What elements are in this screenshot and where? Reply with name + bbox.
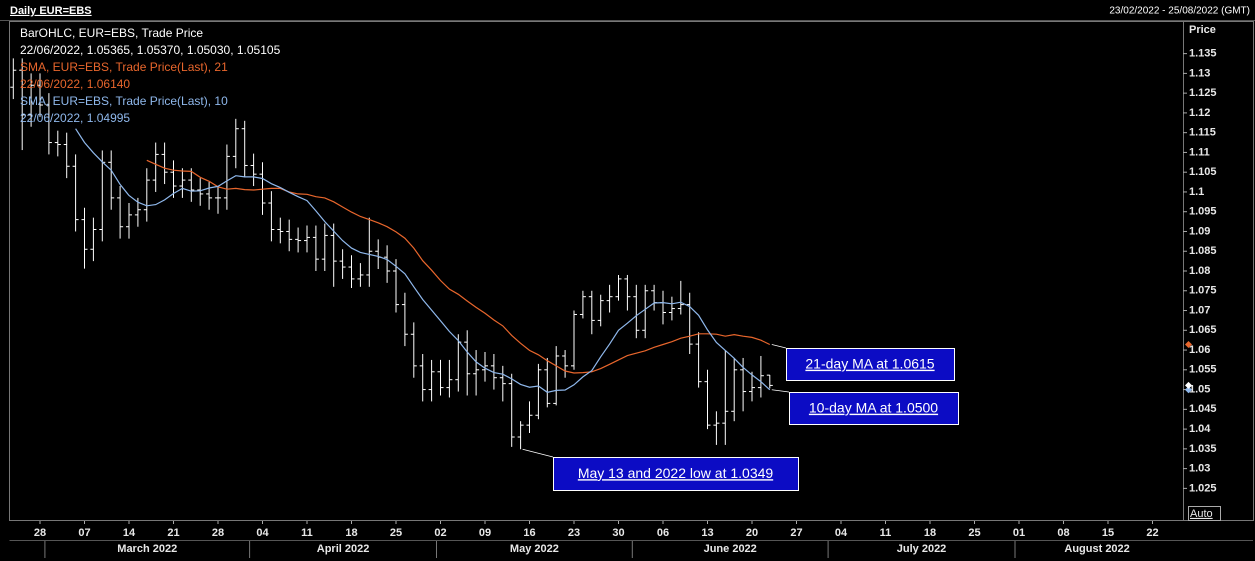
legend-readout: 22/06/2022, 1.06140 <box>20 77 130 91</box>
x-tick-label: 21 <box>167 527 179 539</box>
x-tick-label: 04 <box>835 527 848 539</box>
legend-entry: SMA, EUR=EBS, Trade Price(Last), 21 <box>20 60 228 74</box>
sma-line <box>146 159 771 374</box>
y-tick-label: 1.09 <box>1189 225 1210 237</box>
y-tick-label: 1.045 <box>1189 403 1217 415</box>
x-tick-label: 20 <box>746 527 758 539</box>
x-tick-label: 27 <box>790 527 802 539</box>
month-label: May 2022 <box>510 543 559 555</box>
x-tick-label: 18 <box>924 527 936 539</box>
annotation-leader <box>771 389 790 393</box>
x-tick-label: 22 <box>1146 527 1158 539</box>
y-axis-label: Price <box>1189 24 1216 36</box>
x-tick-label: 28 <box>34 527 46 539</box>
x-tick-label: 16 <box>523 527 535 539</box>
x-tick-label: 14 <box>123 527 136 539</box>
x-tick-label: 15 <box>1102 527 1114 539</box>
scale-button-label[interactable]: Auto <box>1190 508 1213 520</box>
x-tick-label: 25 <box>968 527 980 539</box>
price-marker <box>1185 386 1192 394</box>
date-range: 23/02/2022 - 25/08/2022 (GMT) <box>1109 6 1250 17</box>
legend-readout: 22/06/2022, 1.05365, 1.05370, 1.05030, 1… <box>20 43 281 57</box>
y-tick-label: 1.135 <box>1189 48 1217 60</box>
x-tick-label: 07 <box>78 527 90 539</box>
y-tick-label: 1.06 <box>1189 344 1210 356</box>
y-tick-label: 1.085 <box>1189 245 1217 257</box>
sma-line <box>75 128 771 393</box>
x-tick-label: 11 <box>301 527 313 539</box>
x-tick-label: 30 <box>612 527 624 539</box>
month-label: August 2022 <box>1064 543 1129 555</box>
x-tick-label: 23 <box>568 527 580 539</box>
y-tick-label: 1.035 <box>1189 443 1217 455</box>
y-tick-label: 1.075 <box>1189 285 1217 297</box>
x-tick-label: 08 <box>1057 527 1069 539</box>
month-label: April 2022 <box>317 543 370 555</box>
scale-button[interactable] <box>1188 506 1221 521</box>
month-label: June 2022 <box>704 543 757 555</box>
x-tick-label: 01 <box>1013 527 1025 539</box>
annotation-box <box>553 457 799 491</box>
y-tick-label: 1.025 <box>1189 482 1217 494</box>
y-tick-label: 1.05 <box>1189 383 1210 395</box>
y-tick-label: 1.13 <box>1189 67 1210 79</box>
y-tick-label: 1.04 <box>1189 423 1211 435</box>
y-tick-label: 1.055 <box>1189 364 1217 376</box>
y-tick-label: 1.115 <box>1189 127 1216 139</box>
y-tick-label: 1.095 <box>1189 206 1217 218</box>
y-tick-label: 1.1 <box>1189 186 1204 198</box>
price-marker <box>1185 381 1192 389</box>
y-tick-label: 1.11 <box>1189 146 1210 158</box>
annotation-leader <box>522 448 554 458</box>
y-tick-label: 1.105 <box>1189 166 1217 178</box>
y-tick-label: 1.08 <box>1189 265 1210 277</box>
price-marker <box>1185 341 1192 349</box>
annotation-text: May 13 and 2022 low at 1.0349 <box>578 465 774 481</box>
y-tick-label: 1.12 <box>1189 107 1210 119</box>
x-tick-label: 09 <box>479 527 491 539</box>
x-tick-label: 06 <box>657 527 669 539</box>
x-tick-label: 13 <box>701 527 713 539</box>
x-tick-label: 04 <box>256 527 269 539</box>
y-tick-label: 1.07 <box>1189 304 1210 316</box>
legend-entry: SMA, EUR=EBS, Trade Price(Last), 10 <box>20 94 228 108</box>
x-tick-label: 02 <box>434 527 446 539</box>
month-label: March 2022 <box>117 543 177 555</box>
y-tick-label: 1.125 <box>1189 87 1217 99</box>
y-tick-label: 1.065 <box>1189 324 1217 336</box>
legend-entry: BarOHLC, EUR=EBS, Trade Price <box>20 26 203 40</box>
legend-readout: 22/06/2022, 1.04995 <box>20 111 130 125</box>
x-tick-label: 11 <box>880 527 892 539</box>
chart-title: Daily EUR=EBS <box>10 5 92 17</box>
x-tick-label: 28 <box>212 527 224 539</box>
annotation-text: 21-day MA at 1.0615 <box>805 356 934 372</box>
annotation-leader <box>771 344 787 349</box>
annotation-text: 10-day MA at 1.0500 <box>809 400 938 416</box>
annotation-box <box>789 392 959 425</box>
x-tick-label: 25 <box>390 527 402 539</box>
month-label: July 2022 <box>897 543 947 555</box>
x-tick-label: 18 <box>345 527 357 539</box>
y-tick-label: 1.03 <box>1189 463 1210 475</box>
annotation-box <box>786 348 955 381</box>
